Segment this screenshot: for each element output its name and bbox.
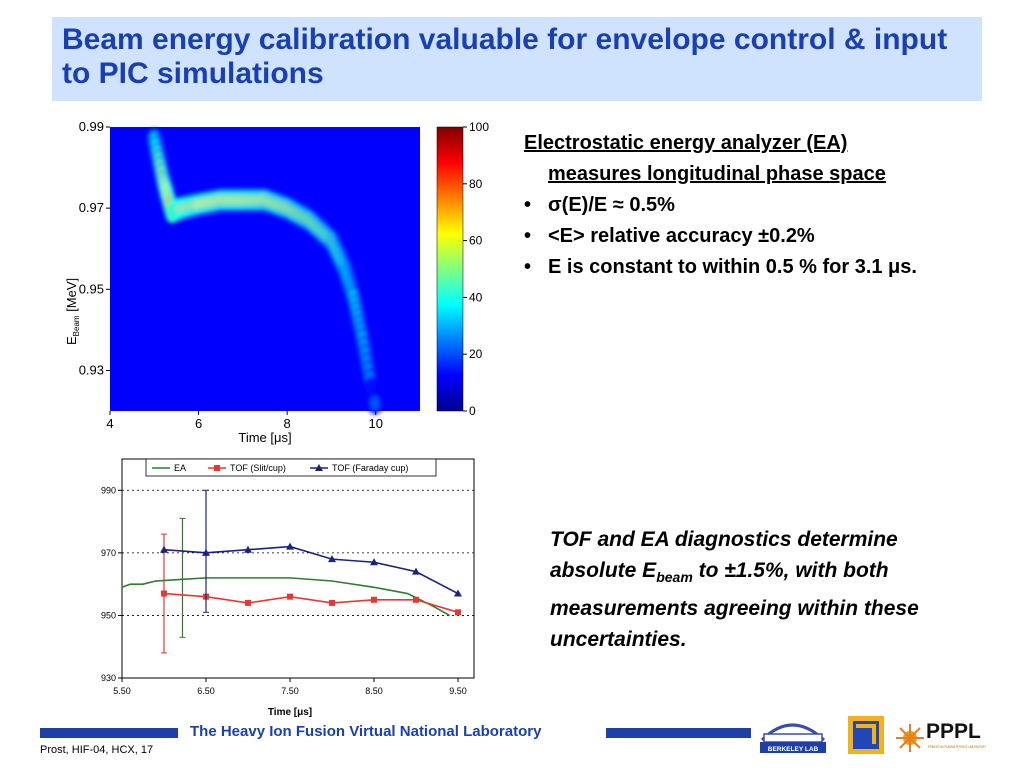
data-point — [370, 558, 378, 566]
y-tick-label: 990 — [101, 485, 116, 495]
series-line — [163, 545, 459, 595]
bullet-dot: • — [524, 194, 532, 216]
colorbar-tick-label: 80 — [469, 177, 483, 191]
data-point — [286, 542, 294, 550]
data-point — [161, 590, 167, 597]
colorbar-tick-label: 0 — [469, 404, 476, 418]
grid-lines — [122, 489, 474, 679]
pppl-logo: PPPL PRINCETON PLASMA PHYSICS LABORATORY — [896, 720, 986, 752]
legend-marker — [315, 464, 323, 471]
plot-frame — [121, 458, 475, 679]
heatmap-x-tick-label: 4 — [106, 416, 113, 431]
analyzer-heading: Electrostatic energy analyzer (EA) measu… — [524, 132, 886, 185]
x-tick-label: 7.50 — [281, 686, 299, 696]
series-ea — [121, 517, 450, 638]
heatmap-y-tick-label: 0.97 — [79, 200, 104, 215]
bullet-item: • σ(E)/E ≈ 0.5% — [524, 190, 944, 221]
line-chart-xlabel: Time [μs] — [268, 707, 312, 718]
bullet-dot: • — [524, 225, 532, 247]
colorbar-tick-label: 60 — [469, 234, 483, 248]
data-point — [371, 596, 377, 603]
energy-heatmap-chart: 4 6 8 10 0.99 0.97 0.95 0.93 Time [μs] EBeam [… — [64, 119, 489, 445]
heatmap-y-ticks: 0.99 0.97 0.95 0.93 — [79, 119, 110, 377]
colorbar-ticks: 100 80 60 40 20 0 — [463, 120, 489, 418]
bullet-text: σ(E)/E ≈ 0.5% — [548, 194, 675, 216]
heatmap-y-tick-label: 0.93 — [79, 362, 104, 377]
data-point — [455, 609, 461, 616]
bullet-text: <E> relative accuracy ±0.2% — [548, 225, 815, 247]
data-point — [412, 567, 420, 575]
heatmap-x-tick-label: 6 — [195, 416, 202, 431]
pppl-subtitle: PRINCETON PLASMA PHYSICS LABORATORY — [928, 744, 986, 749]
data-point — [287, 593, 293, 600]
axes: 990 970 950 930 5.50 6.50 7.50 8.50 9.50 — [101, 485, 467, 696]
heatmap-ridge — [147, 128, 382, 415]
heatmap-cell — [369, 396, 380, 411]
y-tick-label: 950 — [101, 610, 116, 620]
conclusion-part1: TOF and EA diagnostics determine absolut… — [550, 528, 898, 582]
x-tick-label: 8.50 — [365, 686, 383, 696]
data-point — [413, 596, 419, 603]
series-group — [121, 489, 462, 654]
legend-label: TOF (Slit/cup) — [230, 463, 286, 473]
legend-label: TOF (Faraday cup) — [332, 463, 408, 473]
institution-logo — [848, 716, 884, 754]
colorbar — [436, 126, 464, 412]
heatmap-x-tick-label: 8 — [284, 416, 291, 431]
y-tick-label: 930 — [101, 673, 116, 683]
data-point — [245, 599, 251, 606]
data-point — [454, 589, 462, 597]
series-tof-faraday-cup — [160, 489, 462, 613]
heatmap-x-tick-label: 10 — [368, 416, 382, 431]
heatmap-xlabel: Time [μs] — [238, 430, 291, 445]
colorbar-tick-label: 40 — [469, 290, 483, 304]
y-tick-label: 970 — [101, 548, 116, 558]
data-point — [202, 548, 210, 556]
bullet-dot: • — [524, 256, 532, 278]
conclusion-text: TOF and EA diagnostics determine absolut… — [550, 524, 960, 655]
data-point — [329, 599, 335, 606]
conclusion-subscript: beam — [656, 569, 693, 586]
pppl-wordmark: PPPL — [926, 720, 981, 743]
legend: EA TOF (Slit/cup) TOF (Faraday cup) — [145, 458, 437, 477]
slide-title: Beam energy calibration valuable for env… — [62, 23, 948, 90]
x-tick-label: 6.50 — [197, 686, 215, 696]
series-line — [163, 592, 459, 614]
bullet-item: • E is constant to within 0.5 % for 3.1 … — [524, 252, 944, 283]
heatmap-ylabel-unit: [MeV] — [64, 278, 79, 316]
energy-comparison-chart: 990 970 950 930 5.50 6.50 7.50 8.50 9.50 EA TOF (… — [101, 458, 475, 718]
bullet-text: E is constant to within 0.5 % for 3.1 μs… — [548, 256, 917, 278]
heatmap-y-tick-label: 0.95 — [79, 281, 104, 296]
berkeley-lab-logo: BERKELEY LAB — [760, 723, 826, 753]
data-point — [244, 545, 252, 553]
heatmap-y-tick-label: 0.99 — [79, 119, 104, 134]
title-bar: Beam energy calibration valuable for env… — [52, 17, 982, 101]
data-point — [328, 555, 336, 563]
slide-credit: Prost, HIF-04, HCX, 17 — [40, 744, 154, 756]
analyzer-description: Electrostatic energy analyzer (EA) measu… — [524, 128, 944, 283]
colorbar-tick-label: 100 — [469, 120, 489, 134]
series-line — [121, 577, 450, 617]
data-point — [160, 545, 168, 553]
heatmap-x-ticks: 4 6 8 10 — [106, 411, 383, 431]
bullet-item: • <E> relative accuracy ±0.2% — [524, 221, 944, 252]
heatmap-ylabel-main: E — [64, 336, 79, 345]
legend-label: EA — [174, 463, 186, 473]
heatmap-ylabel-sub: Beam — [72, 315, 81, 336]
legend-marker — [214, 465, 220, 471]
x-tick-label: 9.50 — [449, 686, 467, 696]
footer-lab-name: The Heavy Ion Fusion Virtual National La… — [190, 723, 542, 740]
heatmap-ylabel: EBeam [MeV] — [64, 278, 81, 345]
footer-bar-left — [40, 728, 178, 738]
conclusion-part2: to ±1.5%, with both measurements agreein… — [550, 559, 919, 652]
berkeley-lab-wordmark: BERKELEY LAB — [768, 746, 819, 753]
legend-box — [145, 458, 437, 477]
x-tick-label: 5.50 — [113, 686, 131, 696]
colorbar-tick-label: 20 — [469, 347, 483, 361]
footer-bar-right — [606, 728, 751, 738]
sun-icon — [896, 724, 924, 752]
